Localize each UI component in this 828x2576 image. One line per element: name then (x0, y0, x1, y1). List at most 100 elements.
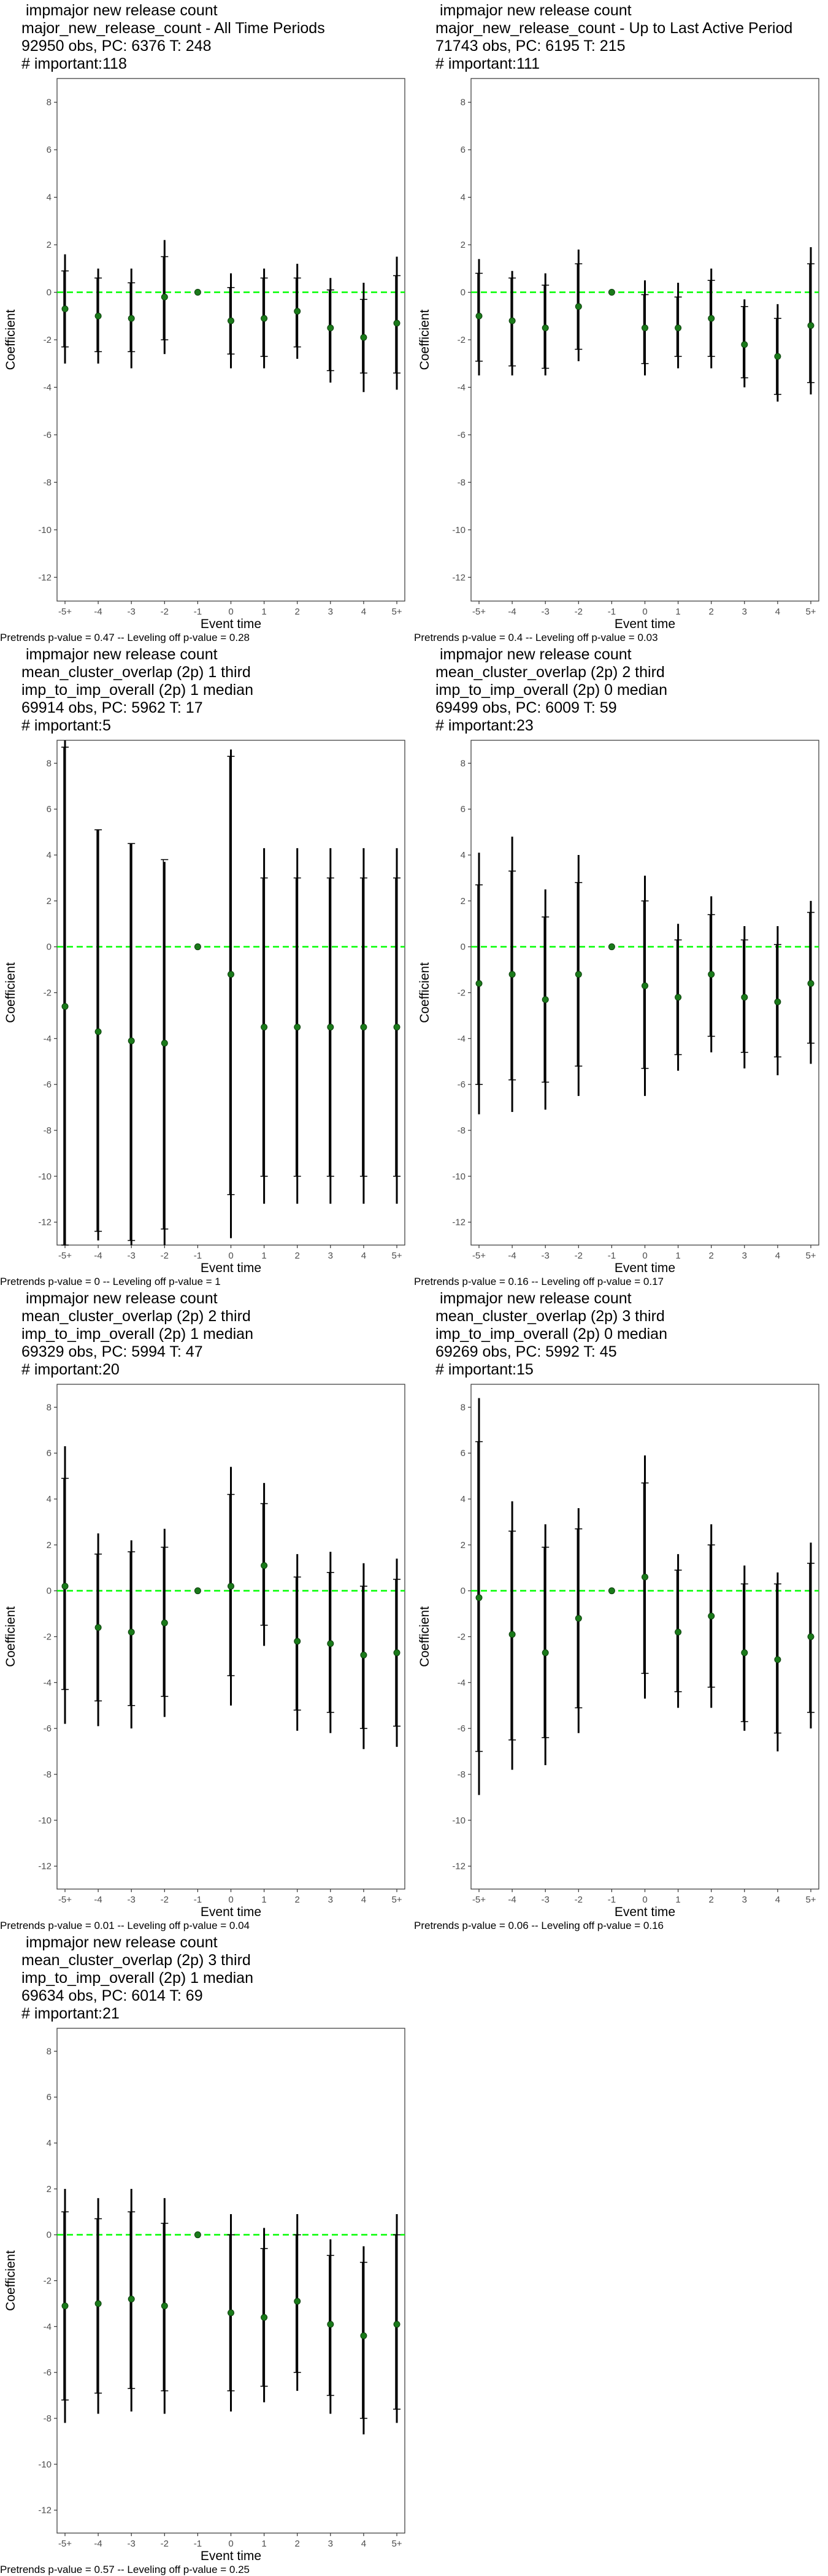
chart-title-line: 69634 obs, PC: 6014 T: 69 (21, 1987, 203, 2004)
coefficient-point (228, 317, 234, 324)
coefficient-point (774, 353, 781, 360)
coefficient-point (675, 994, 682, 1001)
y-tick-label: 4 (461, 1494, 466, 1505)
y-tick-label: -2 (44, 1632, 52, 1643)
y-tick-label: -12 (38, 572, 52, 583)
x-tick-label: 2 (709, 1251, 714, 1261)
y-tick-label: -6 (458, 1079, 466, 1090)
y-axis-title: Coefficient (418, 309, 432, 370)
chart-title-line: # important:15 (435, 1361, 534, 1378)
y-axis-title: Coefficient (4, 1606, 18, 1667)
coefficient-point (61, 2302, 69, 2310)
x-tick-label: 0 (642, 607, 647, 617)
y-tick-label: 8 (461, 1402, 466, 1413)
chart-title-line: 69499 obs, PC: 6009 T: 59 (435, 699, 617, 716)
x-tick-label: 1 (261, 1895, 266, 1905)
coefficient-point (61, 1003, 69, 1010)
chart-title: impmajor new release count mean_cluster_o… (21, 1934, 253, 2023)
y-axis-title: Coefficient (4, 309, 18, 370)
coefficient-point (774, 998, 781, 1005)
y-tick-label: 0 (461, 288, 466, 298)
y-tick-label: 8 (461, 98, 466, 108)
x-tick-label: -3 (542, 607, 550, 617)
coefficient-point (61, 1582, 69, 1590)
coefficient-point (128, 315, 135, 322)
x-tick-label: -1 (608, 607, 616, 617)
x-tick-label: 1 (261, 2539, 266, 2549)
x-axis-title: Event time (615, 617, 675, 631)
chart-panel-6: impmajor new release count mean_cluster_o… (414, 1288, 828, 1932)
y-tick-label: -8 (44, 1769, 52, 1780)
coefficient-point (360, 1024, 367, 1031)
coefficient-point (128, 2295, 135, 2302)
coefficient-point (161, 1619, 168, 1627)
x-tick-label: 4 (361, 607, 366, 617)
y-tick-label: -2 (458, 335, 466, 345)
coefficient-point (542, 996, 549, 1003)
p-value-footnote: Pretrends p-value = 0.01 -- Leveling off… (0, 1920, 250, 1931)
y-axis-title: Coefficient (4, 2250, 18, 2311)
x-tick-label: -3 (128, 2539, 136, 2549)
x-tick-label: 0 (228, 1251, 233, 1261)
coefficient-point (542, 324, 549, 332)
coefficient-point (194, 1587, 201, 1595)
x-tick-label: 5+ (805, 1251, 816, 1261)
x-tick-label: -3 (128, 607, 136, 617)
y-tick-label: -2 (458, 1632, 466, 1643)
coefficient-point (508, 1631, 516, 1638)
coefficient-point (61, 305, 69, 313)
coefficient-point (161, 2302, 168, 2310)
y-tick-label: 6 (47, 145, 52, 155)
coefficient-point (575, 303, 582, 310)
x-tick-label: 2 (709, 1895, 714, 1905)
x-tick-label: 0 (228, 607, 233, 617)
chart-title-line: imp_to_imp_overall (2p) 1 median (21, 681, 253, 699)
chart-title-line: impmajor new release count (21, 646, 218, 663)
y-tick-label: -12 (452, 1861, 466, 1872)
coefficient-point (294, 1638, 301, 1645)
y-tick-label: 6 (47, 1448, 52, 1459)
y-tick-label: 4 (47, 2138, 52, 2149)
y-axis-title: Coefficient (4, 962, 18, 1023)
coefficient-point (575, 971, 582, 978)
chart-title: impmajor new release count mean_cluster_o… (435, 1290, 667, 1379)
x-tick-label: 3 (328, 607, 333, 617)
chart-title-line: impmajor new release count (21, 1290, 218, 1307)
x-tick-label: -3 (128, 1251, 136, 1261)
x-tick-label: 2 (295, 1251, 300, 1261)
y-tick-label: -8 (44, 477, 52, 488)
coefficient-point (608, 1587, 615, 1595)
x-tick-label: 5+ (391, 607, 402, 617)
chart-title-line: 69914 obs, PC: 5962 T: 17 (21, 699, 203, 716)
coefficient-point (228, 2309, 234, 2317)
y-tick-label: -8 (458, 477, 466, 488)
chart-title: impmajor new release count major_new_rele… (435, 2, 792, 73)
chart-title-line: 71743 obs, PC: 6195 T: 215 (435, 37, 626, 55)
coefficient-point (194, 2231, 201, 2239)
y-tick-label: 6 (47, 804, 52, 815)
chart-title-line: 92950 obs, PC: 6376 T: 248 (21, 37, 212, 55)
chart-panel-3: impmajor new release count mean_cluster_o… (0, 644, 414, 1288)
y-tick-label: -10 (38, 2459, 52, 2470)
y-tick-label: 0 (47, 942, 52, 953)
x-tick-label: 5+ (391, 2539, 402, 2549)
x-tick-label: 0 (228, 1895, 233, 1905)
y-tick-label: 4 (461, 193, 466, 203)
y-tick-label: 2 (461, 1540, 466, 1551)
y-tick-label: -8 (44, 2413, 52, 2424)
y-tick-label: -4 (458, 1677, 466, 1688)
coefficient-point (294, 1024, 301, 1031)
coefficient-point (608, 289, 615, 296)
y-tick-label: 0 (47, 1586, 52, 1597)
y-tick-label: -2 (44, 988, 52, 999)
coefficient-point (741, 341, 748, 348)
coefficient-point (475, 980, 483, 987)
coefficient-point (642, 324, 648, 332)
coefficient-point (393, 1649, 401, 1657)
x-tick-label: -2 (575, 1251, 583, 1261)
coefficient-point (807, 1633, 815, 1640)
coefficient-point (508, 317, 516, 324)
chart-title-line: # important:21 (21, 2005, 120, 2022)
y-tick-label: 2 (47, 1540, 52, 1551)
